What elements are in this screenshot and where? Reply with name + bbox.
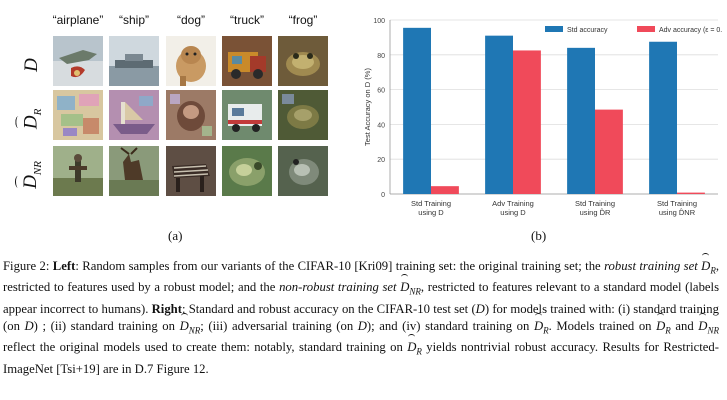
image-ship-nonrobust	[109, 146, 159, 196]
x-tick-label: using D	[418, 208, 444, 217]
legend-label: Adv accuracy (ε = 0.25)	[659, 27, 722, 34]
panel-label-a: (a)	[168, 228, 183, 243]
image-truck-robust	[222, 90, 272, 140]
panel-label-b: (b)	[531, 228, 547, 243]
x-tick-label: using D̂NR	[659, 208, 696, 217]
image-frog-robust	[278, 90, 328, 140]
bar-adv-2	[595, 109, 623, 194]
x-tick-label: using D	[500, 208, 526, 217]
y-tick-label: 60	[377, 88, 385, 95]
image-dog-robust	[166, 90, 216, 140]
image-frog-nonrobust	[278, 146, 328, 196]
bar-std-3	[649, 41, 677, 194]
column-label-airplane: “airplane”	[52, 13, 104, 27]
y-tick-label: 80	[377, 53, 385, 60]
image-dog-nonrobust	[166, 146, 216, 196]
y-tick-label: 40	[377, 122, 385, 129]
math-d-nonrobust: DNR	[400, 274, 421, 297]
figure-caption: Figure 2: Left: Random samples from our …	[3, 253, 720, 376]
image-frog-original	[278, 36, 328, 86]
image-grid-panel: “airplane” “ship” “dog” “truck” “frog” D…	[0, 0, 355, 250]
image-dog-original	[166, 36, 216, 86]
legend-label: Std accuracy	[567, 27, 608, 34]
x-tick-label: using D̂R	[580, 208, 611, 217]
right-label: Right	[151, 301, 182, 316]
y-tick-label: 0	[381, 192, 385, 199]
image-airplane-original	[53, 36, 103, 86]
column-label-dog: “dog”	[176, 13, 205, 27]
image-ship-original	[109, 36, 159, 86]
image-ship-robust	[109, 90, 159, 140]
x-tick-label: Std Training	[411, 199, 451, 208]
y-tick-label: 100	[373, 18, 385, 25]
robust-set-label: robust training set	[604, 259, 698, 273]
bar-std-0	[403, 27, 431, 194]
row-label-d: D	[20, 58, 42, 72]
x-tick-label: Std Training	[575, 199, 615, 208]
column-label-frog: “frog”	[288, 13, 318, 27]
nonrobust-set-label: non-robust training set	[279, 280, 397, 295]
bar-adv-3	[677, 192, 705, 194]
math-d: D	[475, 301, 485, 316]
bar-adv-1	[513, 50, 541, 195]
row-label-d-nonrobust: DNR	[20, 161, 44, 189]
legend-swatch	[637, 26, 655, 32]
bar-adv-0	[431, 186, 459, 194]
column-label-truck: “truck”	[230, 13, 264, 27]
column-label-ship: “ship”	[118, 13, 149, 27]
image-airplane-robust	[53, 90, 103, 140]
image-truck-nonrobust	[222, 146, 272, 196]
row-label-d-robust: DR	[20, 108, 44, 130]
bar-std-1	[485, 35, 513, 194]
math-d-robust: DR	[701, 253, 716, 276]
image-truck-original	[222, 36, 272, 86]
accuracy-bar-chart: 0 20 40 60 80 100 Std Training using D Adv Train…	[360, 8, 727, 243]
figure-label: Figure 2:	[3, 259, 50, 273]
y-axis-label: Test Accuracy on D (%)	[363, 68, 372, 146]
left-label: Left	[52, 259, 76, 273]
image-airplane-nonrobust	[53, 146, 103, 196]
bar-std-2	[567, 47, 595, 195]
x-tick-label: Adv Training	[492, 199, 534, 208]
x-tick-label: Std Training	[657, 199, 697, 208]
y-tick-label: 20	[377, 157, 385, 164]
legend-swatch	[545, 26, 563, 32]
